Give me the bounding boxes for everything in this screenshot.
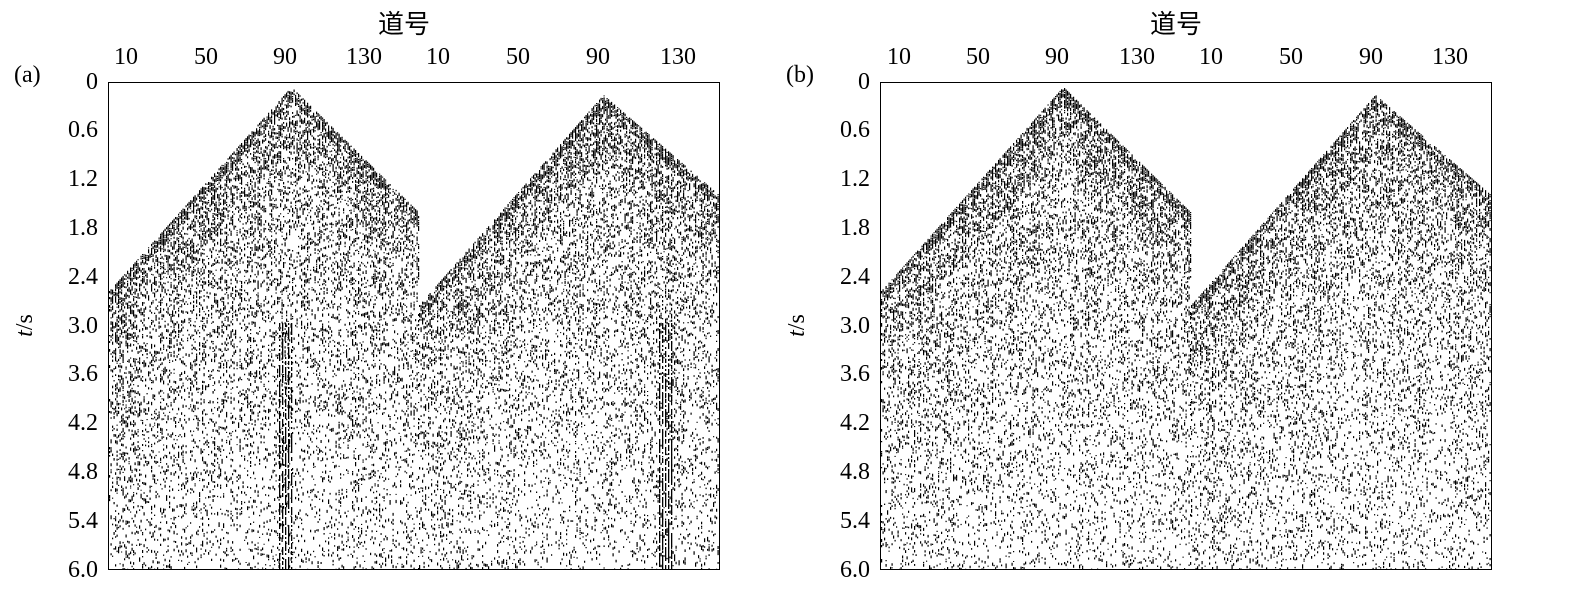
- y-tick-label: 1.8: [68, 215, 98, 241]
- x-tick-label: 10: [1199, 44, 1223, 70]
- x-tick-label: 10: [887, 44, 911, 70]
- x-tick-label: 130: [1432, 44, 1468, 70]
- y-tick-label: 0.6: [68, 117, 98, 143]
- y-tick-label: 4.8: [840, 459, 870, 485]
- noisy-trace-stripe: [671, 323, 673, 569]
- y-tick-label: 1.2: [68, 166, 98, 192]
- y-tick-label: 0: [858, 69, 870, 95]
- noisy-trace-stripe: [665, 325, 667, 569]
- x-tick-label: 50: [194, 44, 218, 70]
- noisy-trace-stripe: [285, 323, 287, 569]
- panel-a: (a) 道号 t/s 10 50 90 130 10 50 90 130 0 0…: [0, 0, 760, 591]
- panel-label: (b): [786, 62, 814, 88]
- y-axis-label: t/s: [784, 314, 811, 337]
- x-axis-title: 道号: [377, 10, 430, 40]
- noisy-trace-stripe: [282, 323, 284, 569]
- y-axis-label-symbol: t: [11, 330, 38, 337]
- x-tick-label: 90: [1359, 44, 1383, 70]
- y-axis-label: t/s: [12, 314, 39, 337]
- y-tick-label: 0: [86, 69, 98, 95]
- y-tick-label: 4.2: [840, 410, 870, 436]
- y-tick-label: 6.0: [68, 557, 98, 583]
- seismic-section-image: [108, 82, 720, 570]
- y-tick-label: 4.8: [68, 459, 98, 485]
- x-tick-label: 130: [346, 44, 382, 70]
- x-axis-title: 道号: [1149, 10, 1202, 40]
- x-tick-label: 50: [1279, 44, 1303, 70]
- x-tick-label: 90: [1045, 44, 1069, 70]
- noisy-trace-stripe: [291, 323, 293, 569]
- panel-b: (b) 道号 t/s 10 50 90 130 10 50 90 130 0 0…: [780, 0, 1540, 591]
- x-tick-label: 50: [506, 44, 530, 70]
- x-tick-label: 130: [1119, 44, 1155, 70]
- noisy-trace-stripe: [288, 323, 290, 569]
- y-tick-label: 5.4: [840, 508, 870, 534]
- y-tick-label: 4.2: [68, 410, 98, 436]
- noisy-trace-stripe: [659, 323, 661, 567]
- panel-label: (a): [14, 62, 41, 88]
- x-tick-label: 10: [114, 44, 138, 70]
- y-tick-label: 5.4: [68, 508, 98, 534]
- noisy-trace-stripe: [279, 323, 281, 569]
- seismic-section-image: [880, 82, 1492, 570]
- y-tick-label: 1.8: [840, 215, 870, 241]
- y-tick-label: 6.0: [840, 557, 870, 583]
- x-tick-label: 10: [426, 44, 450, 70]
- seismic-gathers-texture: [109, 89, 719, 569]
- seismic-traces: [109, 89, 719, 569]
- y-tick-label: 3.6: [840, 361, 870, 387]
- x-tick-label: 130: [660, 44, 696, 70]
- noisy-trace-stripe: [662, 323, 664, 569]
- seismic-gathers-texture: [881, 88, 1491, 569]
- y-tick-label: 2.4: [840, 264, 870, 290]
- x-tick-label: 50: [966, 44, 990, 70]
- y-axis-label-symbol: t: [783, 330, 810, 337]
- noisy-trace-stripe: [668, 323, 670, 569]
- seismic-traces: [881, 88, 1491, 569]
- x-tick-label: 90: [586, 44, 610, 70]
- y-tick-label: 3.6: [68, 361, 98, 387]
- y-tick-label: 2.4: [68, 264, 98, 290]
- y-axis-label-unit: /s: [783, 314, 810, 331]
- y-axis-label-unit: /s: [11, 314, 38, 331]
- y-tick-label: 3.0: [840, 313, 870, 339]
- y-tick-label: 0.6: [840, 117, 870, 143]
- y-tick-label: 3.0: [68, 313, 98, 339]
- y-tick-label: 1.2: [840, 166, 870, 192]
- x-tick-label: 90: [273, 44, 297, 70]
